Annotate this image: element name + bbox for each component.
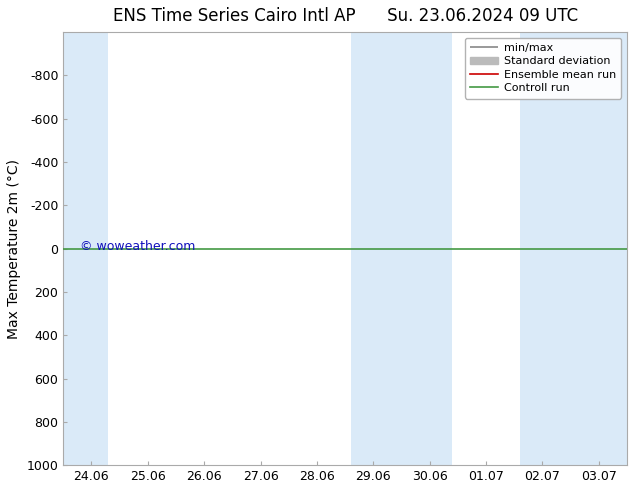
Legend: min/max, Standard deviation, Ensemble mean run, Controll run: min/max, Standard deviation, Ensemble me…: [465, 38, 621, 98]
Text: © woweather.com: © woweather.com: [80, 240, 195, 253]
Title: ENS Time Series Cairo Intl AP      Su. 23.06.2024 09 UTC: ENS Time Series Cairo Intl AP Su. 23.06.…: [113, 7, 578, 25]
Y-axis label: Max Temperature 2m (°C): Max Temperature 2m (°C): [7, 159, 21, 339]
Bar: [351, 32, 452, 465]
Bar: [63, 32, 108, 465]
Bar: [520, 32, 627, 465]
